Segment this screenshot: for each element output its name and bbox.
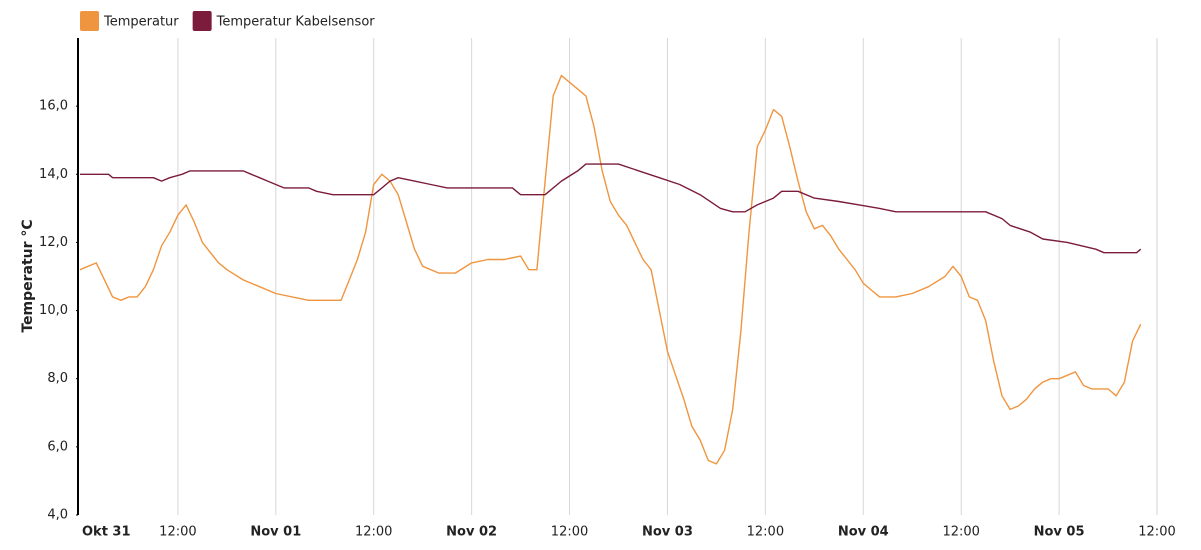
x-tick-label: Okt 31 — [82, 525, 131, 540]
legend-label[interactable]: Temperatur — [103, 15, 179, 30]
x-tick-label: 12:00 — [551, 525, 588, 540]
legend-swatch[interactable] — [192, 11, 212, 31]
x-tick-label: 12:00 — [747, 525, 784, 540]
legend-label[interactable]: Temperatur Kabelsensor — [216, 15, 376, 30]
x-tick-label: 12:00 — [1138, 525, 1175, 540]
x-tick-label: 12:00 — [159, 525, 196, 540]
x-tick-label: Nov 03 — [642, 525, 693, 540]
x-tick-label: Nov 05 — [1034, 525, 1085, 540]
x-tick-label: 12:00 — [942, 525, 979, 540]
x-tick-label: 12:00 — [355, 525, 392, 540]
y-axis-label: Temperatur °C — [20, 219, 36, 332]
y-tick-label: 4,0 — [47, 508, 68, 523]
y-tick-label: 6,0 — [47, 439, 68, 454]
x-tick-label: Nov 04 — [838, 525, 889, 540]
y-tick-label: 16,0 — [39, 99, 68, 114]
y-tick-label: 14,0 — [39, 167, 68, 182]
y-tick-label: 10,0 — [39, 303, 68, 318]
legend-swatch[interactable] — [80, 11, 99, 31]
y-tick-label: 8,0 — [47, 371, 68, 386]
x-tick-label: Nov 02 — [446, 525, 497, 540]
y-tick-label: 12,0 — [39, 235, 68, 250]
data-line — [79, 74, 1142, 465]
data-line — [80, 163, 1142, 254]
x-tick-label: Nov 01 — [250, 525, 301, 540]
